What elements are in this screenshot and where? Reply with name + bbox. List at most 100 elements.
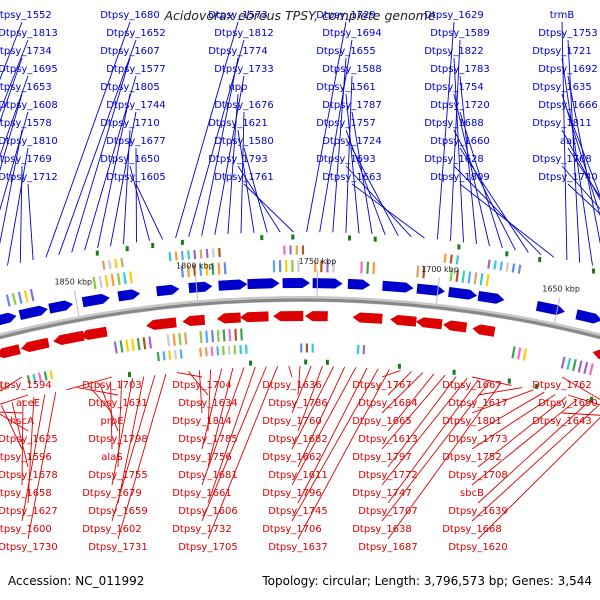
forward-gene-label: Dtpsy_1768 [532, 154, 592, 165]
reverse-gene-label-line [201, 368, 223, 450]
reverse-gene-label: Dtpsy_1708 [448, 470, 508, 481]
genome-summary: Topology: circular; Length: 3,796,573 bp… [262, 574, 592, 588]
reverse-feature-band [522, 348, 528, 361]
forward-feature-band [366, 261, 370, 274]
forward-gene-label: Dtpsy_1769 [0, 154, 52, 165]
forward-feature-band [114, 258, 118, 269]
forward-gene-label-line [0, 75, 29, 157]
reverse-feature-band [26, 375, 31, 385]
reverse-gene-arrow [390, 315, 417, 327]
forward-gene-label-line [351, 183, 425, 239]
reverse-feature-band [222, 329, 226, 342]
reverse-gene-arrow [305, 311, 328, 322]
forward-feature-band [422, 266, 426, 279]
reverse-gene-arrow [592, 349, 600, 360]
forward-feature-band [455, 255, 460, 265]
forward-feature-band [17, 291, 23, 304]
reverse-feature-band [125, 339, 130, 352]
forward-feature-band [493, 260, 497, 270]
forward-gene-label: Dtpsy_1629 [424, 10, 484, 21]
reverse-feature-band [131, 338, 135, 351]
forward-feature-band [11, 292, 17, 306]
reverse-gene-label: Dtpsy_1643 [532, 416, 592, 427]
reverse-gene-label-line [111, 375, 156, 522]
reverse-feature-band [37, 372, 43, 382]
forward-gene-arrow [448, 287, 478, 300]
forward-gene-label: Dtpsy_1710 [100, 118, 160, 129]
forward-gene-label: Dtpsy_1608 [0, 100, 58, 111]
forward-gene-label-line [561, 165, 600, 210]
reverse-feature-band [583, 361, 589, 374]
forward-feature-band [108, 259, 112, 269]
forward-gene-arrow [81, 293, 110, 308]
forward-gene-label: Dtpsy_1822 [424, 46, 484, 57]
reverse-gene-arrow [0, 344, 21, 359]
forward-gene-label-line [561, 93, 600, 217]
forward-gene-label-line [58, 39, 137, 255]
reverse-feature-band [240, 328, 243, 341]
forward-feature-band [511, 263, 516, 273]
reverse-gene-label: Dtpsy_1798 [88, 434, 148, 445]
reverse-marker-tick [128, 372, 131, 378]
reverse-feature-band [172, 333, 176, 346]
reverse-gene-label-line [381, 377, 468, 486]
reverse-gene-label-line [291, 368, 379, 522]
forward-gene-label-line [135, 183, 164, 240]
forward-gene-label-line [7, 147, 29, 266]
forward-feature-band [5, 294, 11, 307]
forward-gene-label-line [351, 147, 399, 237]
forward-gene-arrow [0, 312, 17, 326]
reverse-gene-label: Dtpsy_1602 [82, 524, 142, 535]
forward-feature-band [473, 272, 478, 285]
forward-gene-label-line [459, 183, 555, 258]
forward-feature-band [217, 262, 221, 275]
reverse-gene-label-line [11, 402, 29, 468]
reverse-gene-label-line [471, 389, 534, 414]
reverse-feature-band [156, 351, 160, 362]
reverse-gene-label: Dtpsy_1814 [172, 416, 232, 427]
reverse-marker-tick [249, 360, 253, 366]
forward-gene-label: Dtpsy_1724 [322, 136, 382, 147]
reverse-feature-band [577, 360, 583, 373]
forward-gene-arrow [282, 278, 311, 289]
forward-gene-label-line [0, 57, 23, 123]
forward-feature-band [205, 263, 209, 276]
forward-gene-label-line [201, 57, 239, 236]
reverse-gene-label-line [207, 366, 256, 504]
forward-feature-band [455, 269, 460, 283]
reverse-gene-label: Dtpsy_1638 [352, 524, 412, 535]
reverse-gene-label: Dtpsy_1625 [0, 434, 58, 445]
reverse-gene-label: Dtpsy_1797 [352, 452, 412, 463]
forward-gene-label: Dtpsy_1793 [208, 154, 268, 165]
forward-feature-band [120, 257, 124, 268]
forward-gene-label-line [123, 129, 131, 245]
forward-feature-band [92, 276, 97, 290]
reverse-gene-label: Dtpsy_1755 [88, 470, 148, 481]
reverse-feature-band [113, 341, 118, 354]
reverse-gene-label: Dtpsy_1639 [448, 506, 508, 517]
reverse-gene-label-line [291, 367, 357, 486]
forward-gene-label-line [453, 129, 516, 251]
forward-gene-label: Dtpsy_1783 [430, 64, 490, 75]
reverse-marker-tick [452, 369, 456, 375]
reverse-gene-label-line [471, 399, 578, 486]
reverse-gene-label-line [387, 371, 413, 396]
scale-tick-label: 1750 kbp [299, 257, 337, 266]
forward-gene-label: Dtpsy_1692 [538, 64, 598, 75]
forward-gene-label: Dtpsy_1729 [316, 10, 376, 21]
reverse-gene-label: Dtpsy_1631 [88, 398, 148, 409]
forward-gene-label: Dtpsy_1635 [532, 82, 592, 93]
forward-feature-band [499, 261, 503, 271]
reverse-gene-arrow [352, 312, 383, 324]
forward-gene-arrow [188, 281, 213, 293]
reverse-gene-label-line [561, 412, 600, 416]
reverse-gene-arrow [53, 330, 85, 345]
forward-marker-tick [505, 251, 509, 257]
reverse-feature-band [166, 334, 171, 347]
forward-gene-label: Dtpsy_1761 [214, 172, 274, 183]
forward-gene-label-line [243, 183, 294, 233]
reverse-feature-band [216, 346, 220, 356]
forward-feature-band [193, 249, 197, 259]
forward-marker-tick [125, 246, 129, 252]
